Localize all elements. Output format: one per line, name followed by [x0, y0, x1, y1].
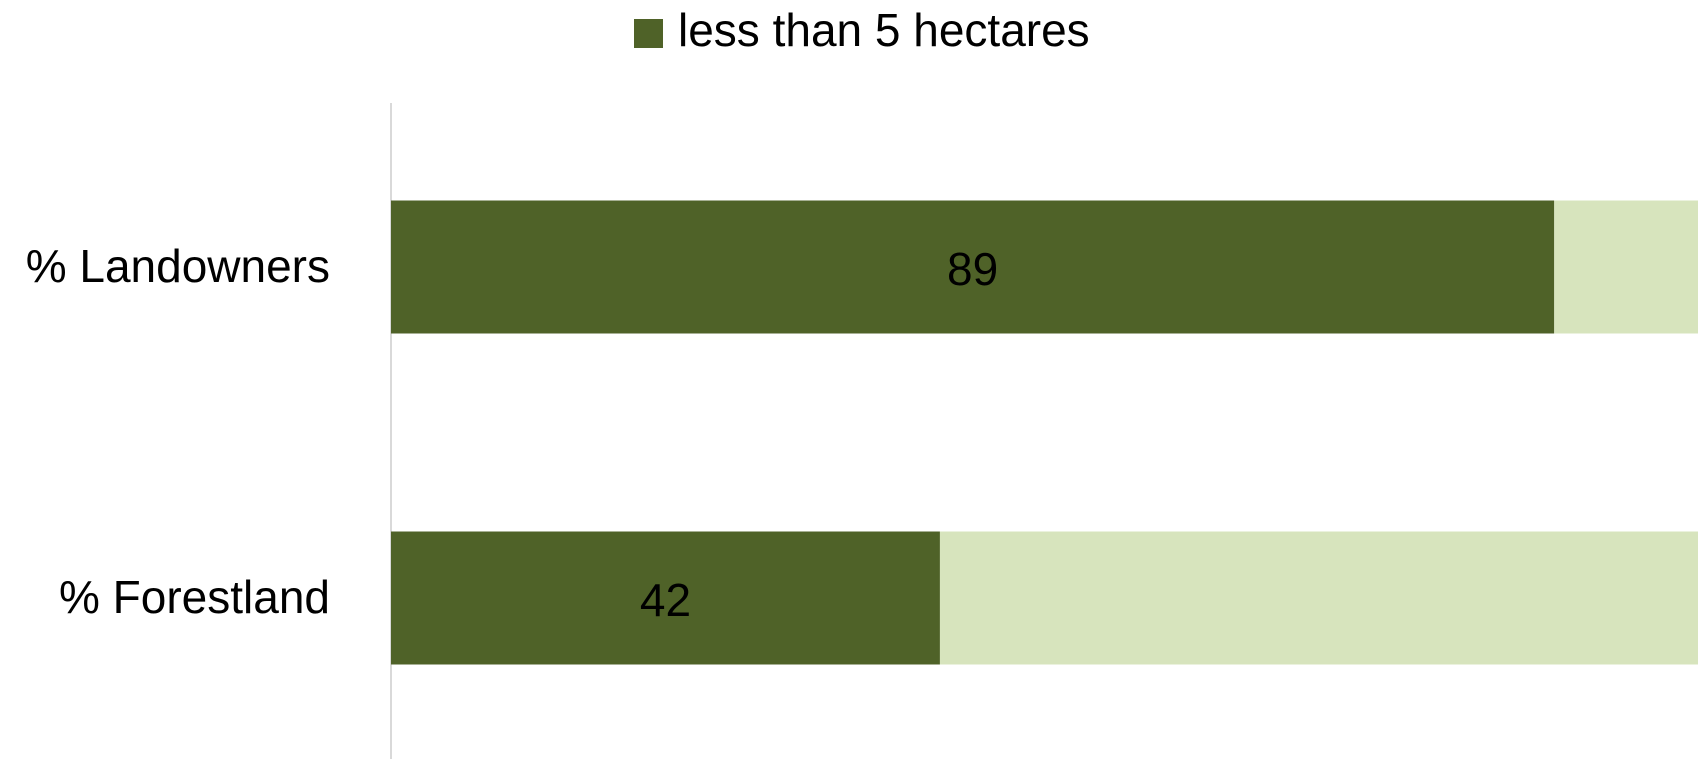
- bar-segment: [391, 531, 940, 665]
- legend-label: less than 5 hectares: [678, 4, 1090, 56]
- bar-segment: [391, 200, 1555, 334]
- bar-segment: [1554, 200, 1698, 334]
- legend-swatch: [634, 19, 663, 48]
- data-label: 42: [640, 574, 691, 626]
- category-label: % Forestland: [59, 571, 330, 623]
- category-label: % Landowners: [26, 240, 330, 292]
- data-label: 89: [947, 243, 998, 295]
- bar-segment: [939, 531, 1698, 665]
